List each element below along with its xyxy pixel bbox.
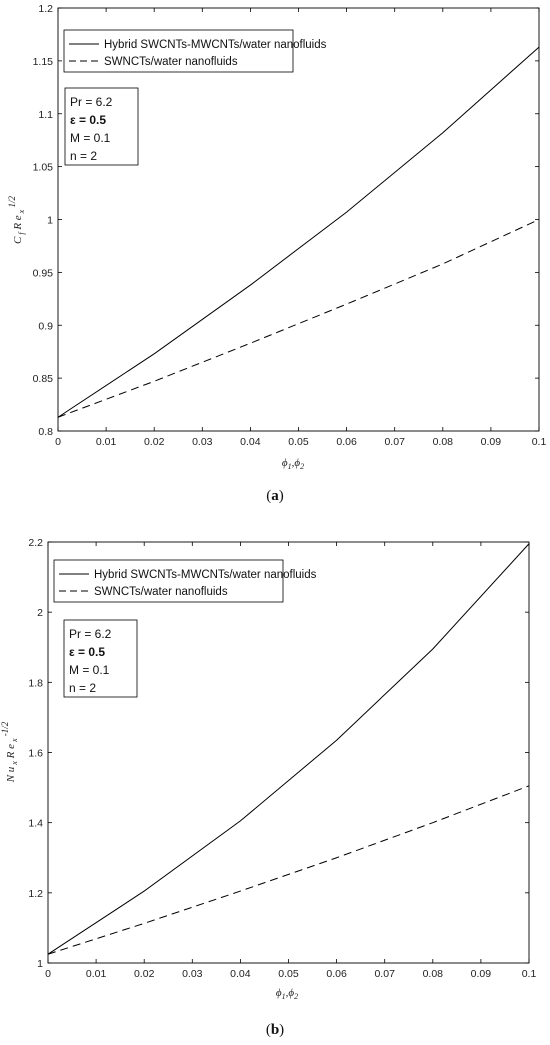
y-tick-label: 1.6	[28, 748, 43, 760]
y-tick-label: 2	[37, 607, 43, 619]
plot-frame	[47, 541, 530, 964]
x-tick-label: 0	[55, 436, 61, 448]
parameter-box-frame	[63, 619, 138, 698]
y-tick-label: 1.05	[33, 162, 54, 174]
caption-b: (b)	[266, 1022, 284, 1038]
y-tick-label: 1.8	[28, 677, 43, 689]
y-tick-label: 0.8	[38, 426, 53, 438]
y-tick-label: 0.95	[33, 267, 54, 279]
x-axis-label: ϕ1,ϕ2	[282, 457, 304, 471]
y-tick-label: 1.4	[28, 818, 43, 830]
param-pr: Pr = 6.2	[69, 627, 112, 641]
y-tick-label: 1.15	[33, 56, 54, 68]
legend-entry-hybrid: Hybrid SWCNTs-MWCNTs/water nanofluids	[94, 569, 317, 581]
series-line-swncts	[57, 219, 540, 418]
plot-frame	[57, 7, 540, 432]
series-lines	[57, 46, 540, 418]
x-tick-label: 0.04	[230, 968, 251, 980]
legend-entry-swncts: SWNCTs/water nanofluids	[104, 56, 238, 68]
x-tick-label: 0	[45, 968, 51, 980]
x-tick-label: 0.07	[384, 436, 405, 448]
chart-panel-a: 0 0.01 0.02 0.03 0.04 0.05 0.06 0.07 0.08 0.09 0.1…	[7, 3, 546, 504]
x-axis-label: ϕ1,ϕ2	[276, 987, 298, 1001]
x-tick-label: 0.04	[240, 436, 261, 448]
x-tick-label: 0.03	[182, 968, 203, 980]
x-tick-label: 0.1	[522, 968, 537, 980]
parameter-box: Pr = 6.2 ε = 0.5 M = 0.1 n = 2	[64, 87, 139, 166]
chart-panel-b: 0 0.01 0.02 0.03 0.04 0.05 0.06 0.07 0.08 0.09 0.1…	[0, 537, 536, 1038]
legend-box	[53, 559, 284, 603]
param-m: M = 0.1	[70, 131, 111, 145]
x-tick-label: 0.06	[336, 436, 357, 448]
x-tick-label: 0.01	[86, 968, 107, 980]
x-tick-label: 0.08	[433, 436, 454, 448]
y-axis-label: C f R e x 1/2	[7, 196, 26, 245]
legend-entry-hybrid: Hybrid SWCNTs-MWCNTs/water nanofluids	[104, 39, 327, 51]
param-m: M = 0.1	[69, 663, 110, 677]
parameter-box-frame	[64, 87, 139, 166]
y-tick-label: 1.2	[38, 3, 53, 15]
y-tick-label: 0.9	[38, 320, 53, 332]
x-tick-label: 0.1	[532, 436, 547, 448]
axis-ticks: 0 0.01 0.02 0.03 0.04 0.05 0.06 0.07 0.08 0.09 0.1…	[33, 3, 547, 448]
parameter-box: Pr = 6.2 ε = 0.5 M = 0.1 n = 2	[63, 619, 138, 698]
param-epsilon: ε = 0.5	[69, 645, 105, 659]
x-tick-label: 0.02	[134, 968, 155, 980]
x-tick-label: 0.07	[374, 968, 395, 980]
param-epsilon: ε = 0.5	[70, 113, 106, 127]
x-tick-label: 0.01	[96, 436, 117, 448]
param-n: n = 2	[70, 149, 97, 163]
x-tick-label: 0.09	[471, 968, 492, 980]
y-tick-label: 1	[47, 215, 53, 227]
y-tick-label: 1.2	[28, 888, 43, 900]
series-line-swncts	[47, 785, 530, 955]
x-tick-label: 0.06	[326, 968, 347, 980]
y-tick-label: 1.1	[38, 109, 53, 121]
series-lines	[47, 543, 530, 955]
x-tick-label: 0.03	[192, 436, 213, 448]
param-n: n = 2	[69, 681, 96, 695]
x-tick-label: 0.02	[144, 436, 165, 448]
x-tick-label: 0.05	[288, 436, 309, 448]
legend-entry-swncts: SWNCTs/water nanofluids	[94, 586, 228, 598]
x-tick-label: 0.09	[481, 436, 502, 448]
legend: Hybrid SWCNTs-MWCNTs/water nanofluids SW…	[53, 559, 317, 603]
axis-ticks: 0 0.01 0.02 0.03 0.04 0.05 0.06 0.07 0.08 0.09 0.1…	[28, 537, 536, 980]
series-line-hybrid	[47, 543, 530, 955]
caption-a: (a)	[266, 488, 284, 504]
y-axis-label: N u x R e x -1/2	[0, 721, 19, 783]
x-tick-label: 0.08	[423, 968, 444, 980]
param-pr: Pr = 6.2	[70, 95, 113, 109]
series-line-hybrid	[57, 46, 540, 418]
legend-box	[63, 29, 294, 73]
y-tick-label: 1	[37, 958, 43, 970]
y-tick-label: 2.2	[28, 537, 43, 549]
y-tick-label: 0.85	[33, 373, 54, 385]
x-tick-label: 0.05	[278, 968, 299, 980]
legend: Hybrid SWCNTs-MWCNTs/water nanofluids SW…	[63, 29, 327, 73]
